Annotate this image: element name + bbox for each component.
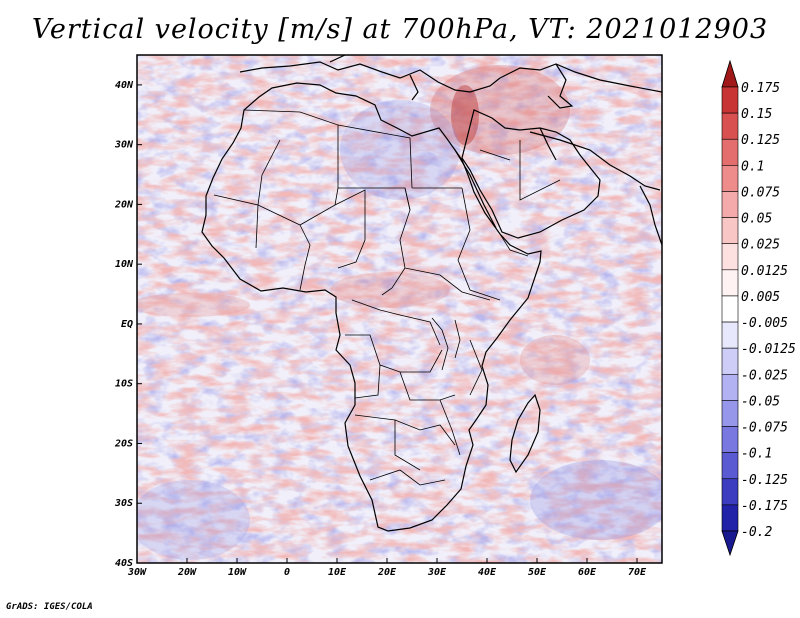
country-borders: [213, 109, 561, 486]
map-title: Vertical velocity [m/s] at 700hPa, VT: 2…: [31, 14, 769, 45]
colorbar-swatch: [721, 138, 739, 166]
lat-tick-label: 40N: [115, 80, 134, 91]
colorbar-bottom-arrow: [721, 530, 739, 557]
colorbar-swatch: [721, 243, 739, 271]
colorbar-label: 0.1: [741, 159, 764, 174]
colorbar-swatch: [721, 400, 739, 427]
latitude-axis: 40N 30N 20N 10N EQ 10S 20S 30S 40S: [114, 80, 142, 569]
grads-credit: GrADS: IGES/COLA: [6, 602, 93, 612]
lat-tick-label: 10N: [115, 259, 134, 270]
lat-tick-label: 40S: [115, 558, 133, 569]
colorbar-swatch: [721, 112, 739, 140]
lon-tick-label: 50E: [528, 567, 547, 578]
lat-tick-label: 30N: [114, 140, 134, 151]
lon-tick-label: 20W: [177, 567, 197, 578]
colorbar-label: -0.025: [741, 368, 788, 383]
colorbar-label: 0.005: [741, 290, 780, 305]
colorbar-swatch: [721, 426, 739, 453]
colorbar-swatch: [721, 217, 739, 245]
colorbar-label: 0.125: [741, 133, 780, 148]
lon-tick-label: 30W: [127, 567, 147, 578]
colorbar-label: -0.2: [741, 525, 772, 540]
colorbar-label: -0.1: [741, 447, 772, 462]
velocity-field: [137, 55, 662, 563]
colorbar-label: -0.05: [741, 394, 780, 409]
colorbar-label: 0.025: [741, 238, 780, 253]
colorbar: 0.175 0.15 0.125 0.1 0.075 0.05 0.025 0.0125 0.0…: [721, 59, 796, 557]
colorbar-swatch: [721, 452, 739, 480]
colorbar-swatch: [721, 347, 739, 375]
colorbar-label: -0.075: [741, 421, 788, 436]
colorbar-label: -0.175: [741, 499, 788, 514]
colorbar-swatch: [721, 86, 739, 114]
colorbar-swatch: [721, 295, 739, 323]
plot-frame: [136, 54, 663, 564]
colorbar-swatch: [721, 191, 739, 218]
colorbar-top-arrow: [721, 59, 739, 88]
colorbar-label: -0.005: [741, 316, 788, 331]
lon-tick-label: 10W: [228, 567, 247, 578]
colorbar-swatch: [721, 504, 739, 532]
lon-tick-label: 0: [284, 567, 290, 578]
colorbar-label: -0.125: [741, 473, 788, 488]
lon-tick-label: 30E: [427, 567, 447, 578]
colorbar-swatch: [721, 165, 739, 192]
colorbar-label: 0.175: [741, 81, 780, 96]
lat-tick-label: EQ: [121, 319, 133, 330]
coastlines: [201, 55, 662, 532]
colorbar-label: 0.15: [741, 107, 772, 122]
lat-tick-label: 20N: [114, 199, 134, 210]
colorbar-label: -0.0125: [741, 342, 796, 357]
lon-tick-label: 70E: [628, 567, 647, 578]
colorbar-swatch: [721, 373, 739, 401]
colorbar-label: 0.075: [741, 185, 780, 200]
colorbar-label: 0.0125: [741, 264, 788, 279]
colorbar-label: 0.05: [741, 212, 772, 227]
lon-tick-label: 40E: [478, 567, 497, 578]
lat-tick-label: 30S: [114, 498, 133, 509]
colorbar-swatch: [721, 269, 739, 297]
longitude-axis: 30W 20W 10W 0 10E 20E 30E 40E 50E 60E 70E: [127, 558, 647, 578]
lon-tick-label: 60E: [578, 567, 597, 578]
lat-tick-label: 10S: [115, 379, 133, 390]
lon-tick-label: 10E: [328, 567, 347, 578]
lat-tick-label: 20S: [114, 438, 133, 449]
colorbar-swatch: [721, 321, 739, 349]
colorbar-swatch: [721, 478, 739, 506]
lon-tick-label: 20E: [377, 567, 397, 578]
